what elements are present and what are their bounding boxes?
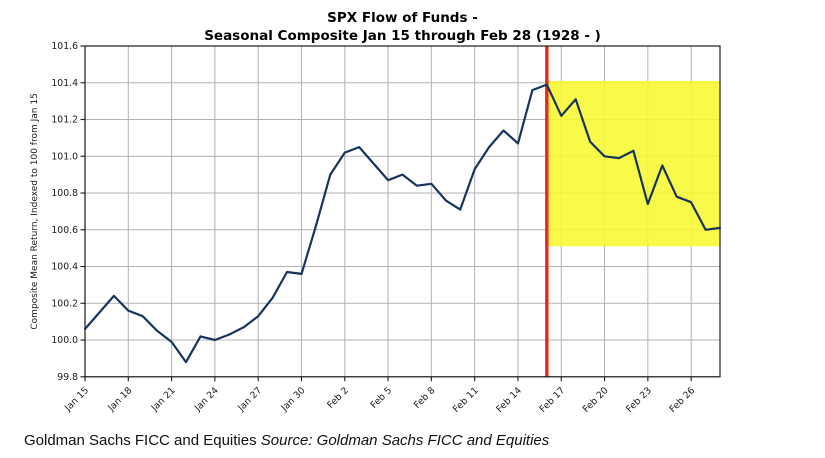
y-tick-label: 100.0 (51, 335, 78, 346)
x-tick-label: Jan 15 (62, 385, 91, 414)
x-tick-label: Feb 8 (412, 385, 438, 411)
x-tick-label: Feb 23 (624, 385, 654, 415)
x-tick-label: Feb 2 (325, 385, 351, 411)
seasonal-composite-line-chart: 99.8 100.0 100.2 100.4 100.6 100.8 101.0 101.2 1… (30, 41, 722, 415)
y-tick-label: 100.2 (51, 298, 78, 309)
chart-title-line2: Seasonal Composite Jan 15 through Feb 28… (204, 27, 601, 44)
plot-border (84, 45, 721, 378)
x-tick-label: Jan 27 (235, 385, 264, 414)
y-tick-label: 101.4 (51, 78, 78, 89)
source-attribution: Goldman Sachs FICC and Equities Source: … (24, 432, 549, 449)
x-tick-label: Feb 11 (451, 385, 481, 415)
x-tick-label: Jan 24 (192, 385, 221, 414)
axis-ticks (80, 45, 692, 382)
x-tick-label: Jan 18 (105, 385, 134, 414)
x-tick-label: Feb 26 (667, 385, 697, 415)
chart-title-line1: SPX Flow of Funds - (327, 10, 478, 26)
chart-title: SPX Flow of Funds - Seasonal Composite J… (85, 10, 720, 45)
y-tick-label: 100.6 (51, 225, 78, 236)
series-line (83, 83, 722, 364)
y-tick-label: 99.8 (57, 372, 78, 383)
highlight-band (546, 80, 719, 247)
y-axis-title: Composite Mean Return, Indexed to 100 fr… (30, 93, 40, 329)
y-tick-label: 101.6 (51, 41, 78, 52)
y-tick-label: 100.4 (51, 262, 78, 273)
x-tick-label: Jan 21 (149, 385, 178, 414)
source-text: Source: Goldman Sachs FICC and Equities (260, 432, 550, 449)
x-tick-label: Jan 30 (279, 385, 308, 414)
x-tick-label: Feb 20 (581, 385, 611, 415)
x-tick-label: Feb 17 (537, 385, 567, 415)
y-tick-label: 101.2 (51, 115, 78, 126)
x-tick-label: Feb 5 (368, 385, 394, 411)
y-tick-label: 101.0 (51, 151, 78, 162)
attribution-text: Goldman Sachs FICC and Equities (24, 432, 257, 449)
x-tick-label: Feb 14 (494, 385, 524, 415)
y-tick-label: 100.8 (51, 188, 78, 199)
